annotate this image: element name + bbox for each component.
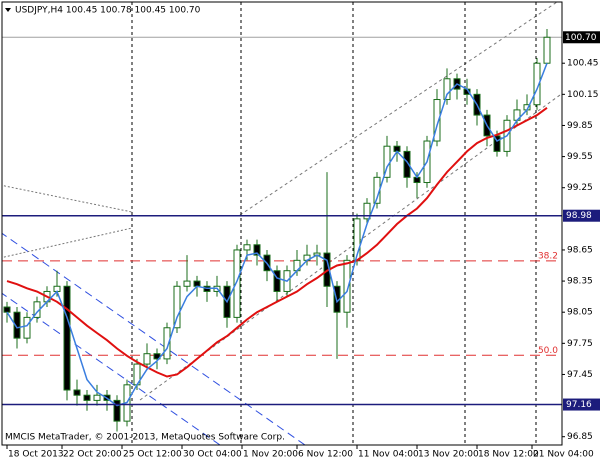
- y-tick-label: 99.85: [567, 121, 593, 131]
- y-tick-label: 96.85: [567, 432, 593, 442]
- y-tick-label: 98.65: [567, 245, 593, 255]
- price-label-box: [563, 209, 600, 222]
- x-tick-label: 6 Nov 12:00: [298, 450, 353, 460]
- candle-body: [343, 259, 351, 313]
- candle-body: [13, 311, 21, 339]
- y-tick-label: 99.25: [567, 183, 593, 193]
- x-tick-label: 18 Oct 2013: [8, 450, 64, 460]
- candle-body: [543, 36, 551, 64]
- y-tick-label: 100.45: [567, 59, 599, 69]
- candle-body: [273, 270, 281, 292]
- price-label: 98.98: [566, 211, 592, 221]
- y-tick-label: 99.55: [567, 152, 593, 162]
- descending-channel: [2, 232, 306, 445]
- trend-line: [2, 184, 133, 213]
- candle-body: [173, 285, 181, 329]
- footer: MMCIS MetaTrader, © 2001-2013, MetaQuote…: [5, 433, 285, 443]
- x-tick-label: 25 Oct 12:00: [123, 450, 182, 460]
- moving-average: [6, 62, 548, 407]
- candle-body: [73, 389, 81, 396]
- x-tick-label: 18 Nov 12:00: [478, 450, 539, 460]
- x-tick-label: 1 Nov 20:00: [243, 450, 298, 460]
- candle-body: [533, 62, 541, 106]
- current-price-label: 100.70: [565, 33, 597, 43]
- chart-title: USDJPY,H4 100.45 100.78 100.45 100.70: [15, 6, 201, 16]
- candle-body: [253, 244, 261, 256]
- fib-label: 38.2: [538, 251, 558, 261]
- y-tick-label: 100.15: [567, 90, 599, 100]
- y-tick-label: 97.75: [567, 339, 593, 349]
- candle-body: [3, 306, 11, 313]
- candle-body: [243, 244, 251, 251]
- x-tick-label: 13 Nov 20:00: [418, 450, 479, 460]
- trend-line: [2, 227, 133, 259]
- candle-body: [23, 316, 31, 339]
- candle-body: [163, 327, 171, 360]
- fib-label: 50.0: [538, 346, 558, 356]
- y-tick-label: 98.35: [567, 277, 593, 287]
- candle-body: [93, 394, 101, 401]
- price-label-box: [563, 398, 600, 411]
- y-tick-label: 98.05: [567, 308, 593, 318]
- x-tick-label: 22 Oct 20:00: [63, 450, 122, 460]
- candle-body: [403, 150, 411, 178]
- candle-body: [193, 280, 201, 287]
- x-tick-label: 21 Nov 04:00: [533, 450, 594, 460]
- price-label: 97.16: [566, 400, 592, 410]
- menu-arrow[interactable]: [5, 8, 11, 12]
- y-tick-label: 97.45: [567, 370, 593, 380]
- candle-body: [233, 249, 241, 318]
- moving-average: [6, 106, 548, 378]
- plot-border: [1, 1, 563, 446]
- candle-body: [363, 202, 371, 220]
- current-price-box: [563, 31, 600, 44]
- candle-body: [83, 394, 91, 401]
- plot-area: [2, 2, 562, 445]
- candle-body: [63, 285, 71, 391]
- candle-body: [143, 353, 151, 365]
- channel-upper: [239, 2, 558, 216]
- x-tick-label: 30 Oct 04:00: [183, 450, 242, 460]
- candle-body: [443, 78, 451, 101]
- x-tick-label: 11 Nov 04:00: [358, 450, 419, 460]
- candle-body: [183, 280, 191, 287]
- candle-body: [433, 99, 441, 142]
- candle-body: [113, 399, 121, 422]
